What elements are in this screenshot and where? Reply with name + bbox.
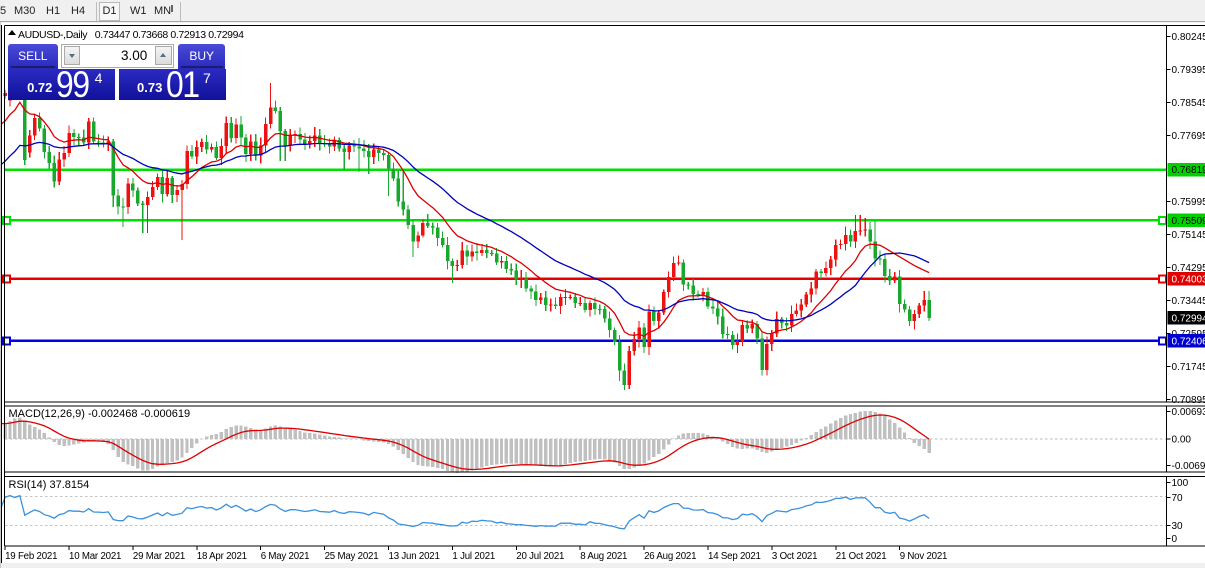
svg-text:9 Nov 2021: 9 Nov 2021 bbox=[900, 551, 948, 562]
svg-text:0.77695: 0.77695 bbox=[1172, 131, 1205, 142]
svg-text:0.70895: 0.70895 bbox=[1172, 395, 1205, 406]
svg-text:70: 70 bbox=[1172, 493, 1184, 504]
svg-text:RSI(14) 37.8154: RSI(14) 37.8154 bbox=[9, 479, 90, 491]
svg-text:3 Oct 2021: 3 Oct 2021 bbox=[772, 551, 817, 562]
svg-text:0.75509: 0.75509 bbox=[1172, 216, 1205, 227]
svg-text:100: 100 bbox=[1172, 478, 1189, 489]
svg-text:0: 0 bbox=[1172, 534, 1178, 545]
svg-text:0.80245: 0.80245 bbox=[1172, 32, 1205, 43]
svg-text:25 May 2021: 25 May 2021 bbox=[325, 551, 379, 562]
svg-text:14 Sep 2021: 14 Sep 2021 bbox=[708, 551, 761, 562]
svg-text:0.79395: 0.79395 bbox=[1172, 65, 1205, 76]
svg-text:0.75145: 0.75145 bbox=[1172, 230, 1205, 241]
svg-text:0.72406: 0.72406 bbox=[1172, 336, 1205, 347]
svg-text:13 Jun 2021: 13 Jun 2021 bbox=[389, 551, 440, 562]
svg-text:0.75995: 0.75995 bbox=[1172, 197, 1205, 208]
svg-text:30: 30 bbox=[1172, 521, 1184, 532]
svg-text:0.71745: 0.71745 bbox=[1172, 362, 1205, 373]
svg-text:-0.0069958: -0.0069958 bbox=[1172, 461, 1205, 472]
svg-text:26 Aug 2021: 26 Aug 2021 bbox=[644, 551, 696, 562]
svg-text:0.0069386: 0.0069386 bbox=[1172, 407, 1205, 418]
svg-text:MACD(12,26,9) -0.002468 -0.000: MACD(12,26,9) -0.002468 -0.000619 bbox=[9, 408, 191, 420]
svg-text:19 Feb 2021: 19 Feb 2021 bbox=[5, 551, 57, 562]
svg-text:21 Oct 2021: 21 Oct 2021 bbox=[836, 551, 887, 562]
svg-text:8 Aug 2021: 8 Aug 2021 bbox=[580, 551, 627, 562]
svg-text:6 May 2021: 6 May 2021 bbox=[261, 551, 310, 562]
svg-text:1 Jul 2021: 1 Jul 2021 bbox=[452, 551, 495, 562]
svg-text:0.00: 0.00 bbox=[1172, 435, 1192, 446]
svg-text:0.76819: 0.76819 bbox=[1172, 165, 1205, 176]
svg-text:0.72994: 0.72994 bbox=[1172, 314, 1205, 325]
svg-text:0.74003: 0.74003 bbox=[1172, 274, 1205, 285]
svg-text:20 Jul 2021: 20 Jul 2021 bbox=[516, 551, 564, 562]
svg-text:10 Mar 2021: 10 Mar 2021 bbox=[69, 551, 121, 562]
svg-text:0.73445: 0.73445 bbox=[1172, 296, 1205, 307]
svg-text:0.78545: 0.78545 bbox=[1172, 98, 1205, 109]
svg-text:18 Apr 2021: 18 Apr 2021 bbox=[197, 551, 247, 562]
svg-text:29 Mar 2021: 29 Mar 2021 bbox=[133, 551, 185, 562]
